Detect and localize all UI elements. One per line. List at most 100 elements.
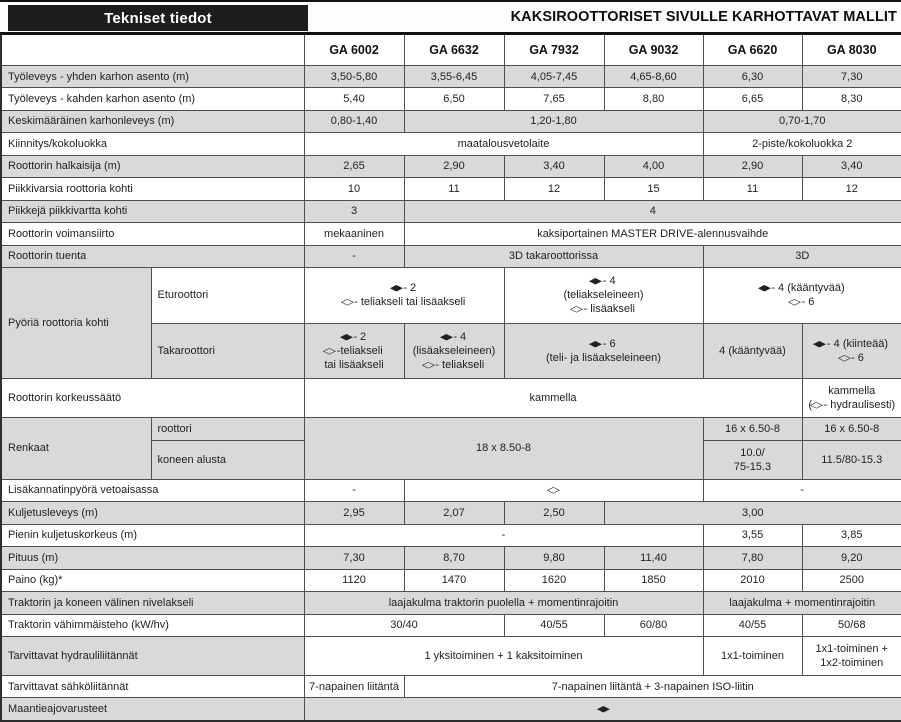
spec-label: Piikkejä piikkivartta kohti bbox=[0, 199, 305, 224]
filled-diamond-icon: ◆ bbox=[757, 283, 771, 293]
filled-diamond-icon: ◆ bbox=[589, 339, 602, 349]
table-row: Roottorin voimansiirto mekaaninen kaksipor… bbox=[0, 222, 901, 246]
spec-value-cell: 8,30 bbox=[801, 87, 901, 111]
spec-label: Pienin kuljetuskorkeus (m) bbox=[0, 523, 305, 548]
spec-label: Maantieajovarusteet bbox=[0, 697, 305, 722]
outline-diamond-icon: ◇ bbox=[340, 297, 354, 307]
spec-value-cell: 7,30 bbox=[801, 64, 901, 89]
model-column-header: GA 8030 bbox=[801, 33, 901, 66]
spec-label: Työleveys - yhden karhon asento (m) bbox=[0, 64, 305, 89]
left-title: Tekniset tiedot bbox=[104, 9, 212, 27]
spec-label: Piikkivarsia roottoria kohti bbox=[0, 177, 305, 201]
spec-value-cell: 11,40 bbox=[603, 546, 704, 570]
model-column-header: GA 9032 bbox=[603, 33, 704, 66]
model-column-header: GA 6002 bbox=[303, 33, 405, 66]
spec-label: Traktorin vähimmäisteho (kW/hv) bbox=[0, 613, 305, 637]
spec-value-cell: laajakulma traktorin puolella + momentin… bbox=[303, 591, 704, 615]
outline-diamond-icon: ◇ bbox=[421, 360, 435, 370]
spec-value-cell: 2,07 bbox=[403, 501, 505, 525]
table-row: Kiinnitys/kokoluokka maatalousvetolaite 2-… bbox=[0, 132, 901, 156]
spec-sublabel: koneen alusta bbox=[150, 439, 305, 480]
spec-label: Kuljetusleveys (m) bbox=[0, 501, 305, 525]
table-row: Tarvittavat sähköliitännät 7-napainen lii… bbox=[0, 674, 901, 699]
spec-value-cell: 3 bbox=[303, 199, 405, 224]
spec-value-cell: 0,80-1,40 bbox=[303, 109, 405, 134]
spec-value-cell: 11.5/80-15.3 bbox=[801, 439, 901, 480]
spec-value-cell: - bbox=[303, 478, 405, 503]
spec-value-cell: maatalousvetolaite bbox=[303, 132, 704, 156]
model-column-header: GA 6632 bbox=[403, 33, 505, 66]
spec-value-cell: 2,95 bbox=[303, 501, 405, 525]
spec-value-cell: 11 bbox=[403, 177, 505, 201]
spec-value-cell: 1850 bbox=[603, 568, 704, 593]
spec-value-cell: 1x1-toiminen + 1x2-toiminen bbox=[801, 635, 901, 677]
table-row: Tarvittavat hydrauliliitännät 1 yksitoimi… bbox=[0, 635, 901, 677]
filled-diamond-icon: ◆ bbox=[596, 704, 610, 714]
spec-value-cell: 3,40 bbox=[503, 154, 605, 179]
spec-value-cell: 3,55 bbox=[702, 523, 803, 548]
spec-value-cell: ◆ - 4 (lisäakseleineen) ◇ - teliakseli bbox=[403, 322, 505, 380]
filled-diamond-icon: ◆ bbox=[339, 332, 353, 342]
spec-value-cell: 4,00 bbox=[603, 154, 704, 179]
spec-value-cell: 60/80 bbox=[603, 613, 704, 637]
table-row: Roottorin halkaisija (m) 2,65 2,90 3,40 4,00… bbox=[0, 154, 901, 179]
spec-value-cell: 3,00 bbox=[603, 501, 901, 525]
spec-value-cell: 6,65 bbox=[702, 87, 803, 111]
spec-value-cell: - bbox=[303, 523, 704, 548]
model-column-header: GA 7932 bbox=[503, 33, 605, 66]
spec-value-cell: 10 bbox=[303, 177, 405, 201]
spec-value-cell: 7,30 bbox=[303, 546, 405, 570]
filled-diamond-icon: ◆ bbox=[813, 339, 826, 349]
spec-value-cell: 18 x 8.50-8 bbox=[303, 417, 704, 480]
spec-value-cell: 1 yksitoiminen + 1 kaksitoiminen bbox=[303, 635, 704, 677]
spec-value-cell: 16 x 6.50-8 bbox=[702, 417, 803, 441]
spec-value-cell: mekaaninen bbox=[303, 222, 405, 246]
outline-diamond-icon: ◇ bbox=[837, 353, 851, 363]
spec-group-label: Renkaat bbox=[0, 417, 152, 480]
spec-value-cell: 1,20-1,80 bbox=[403, 109, 704, 134]
left-title-box: Tekniset tiedot bbox=[8, 5, 308, 31]
table-row: Piikkivarsia roottoria kohti 10 11 12 15 11 12 bbox=[0, 177, 901, 201]
spec-value-cell: 4,05-7,45 bbox=[503, 64, 605, 89]
outline-diamond-icon: ◇ bbox=[809, 400, 823, 410]
spec-value-cell: laajakulma + momentinrajoitin bbox=[702, 591, 901, 615]
spec-label: Roottorin voimansiirto bbox=[0, 222, 305, 246]
spec-group-label: Pyöriä roottoria kohti bbox=[0, 266, 152, 380]
spec-value-cell: 9,20 bbox=[801, 546, 901, 570]
spec-value-cell: 1x1-toiminen bbox=[702, 635, 803, 677]
spec-value-cell: - bbox=[702, 478, 901, 503]
spec-label: Roottorin halkaisija (m) bbox=[0, 154, 305, 179]
spec-sublabel: Eturoottori bbox=[150, 266, 305, 324]
table-row: Traktorin ja koneen välinen nivelakseli l… bbox=[0, 591, 901, 615]
filled-diamond-icon: ◆ bbox=[439, 332, 453, 342]
spec-value-cell: - bbox=[303, 244, 405, 268]
spec-value-cell: 3,40 bbox=[801, 154, 901, 179]
spec-value-cell: 0,70-1,70 bbox=[702, 109, 901, 134]
table-row: Pituus (m) 7,30 8,70 9,80 11,40 7,80 9,20 bbox=[0, 546, 901, 570]
table-row: Keskimääräinen karhonleveys (m) 0,80-1,40… bbox=[0, 109, 901, 134]
spec-value-cell: ◆ - 4 (kääntyvää) ◇ - 6 bbox=[702, 266, 901, 324]
corner-cell bbox=[0, 33, 305, 66]
spec-label: Keskimääräinen karhonleveys (m) bbox=[0, 109, 305, 134]
spec-value-cell: 12 bbox=[503, 177, 605, 201]
spec-value-cell: 7-napainen liitäntä + 3-napainen ISO-lii… bbox=[403, 674, 901, 699]
spec-value-cell: kammella bbox=[303, 378, 803, 419]
spec-value-cell: 2-piste/kokoluokka 2 bbox=[702, 132, 901, 156]
spec-value-cell: 2,90 bbox=[702, 154, 803, 179]
spec-label: Lisäkannatinpyörä vetoaisassa bbox=[0, 478, 305, 503]
table-row: Paino (kg)* 1120 1470 1620 1850 2010 2500 bbox=[0, 568, 901, 593]
spec-value-cell: 6,50 bbox=[403, 87, 505, 111]
spec-label: Tarvittavat sähköliitännät bbox=[0, 674, 305, 699]
spec-value-cell: 7,65 bbox=[503, 87, 605, 111]
spec-value-cell: 9,80 bbox=[503, 546, 605, 570]
spec-value-cell: 3,55-6,45 bbox=[403, 64, 505, 89]
outline-diamond-icon: ◇ bbox=[547, 485, 560, 495]
table-row: Pienin kuljetuskorkeus (m) -3,55 3,85 bbox=[0, 523, 901, 548]
table-row: Roottorin tuenta -3D takaroottorissa 3D bbox=[0, 244, 901, 268]
spec-sublabel: Takaroottori bbox=[150, 322, 305, 380]
spec-value-cell: 16 x 6.50-8 bbox=[801, 417, 901, 441]
table-row: Maantieajovarusteet ◆ bbox=[0, 697, 901, 722]
model-column-header: GA 6620 bbox=[702, 33, 803, 66]
model-header-row: GA 6002 GA 6632 GA 7932 GA 9032 GA 6620 GA 80… bbox=[0, 33, 901, 66]
specs-table: GA 6002 GA 6632 GA 7932 GA 9032 GA 6620 GA 80… bbox=[0, 32, 901, 722]
